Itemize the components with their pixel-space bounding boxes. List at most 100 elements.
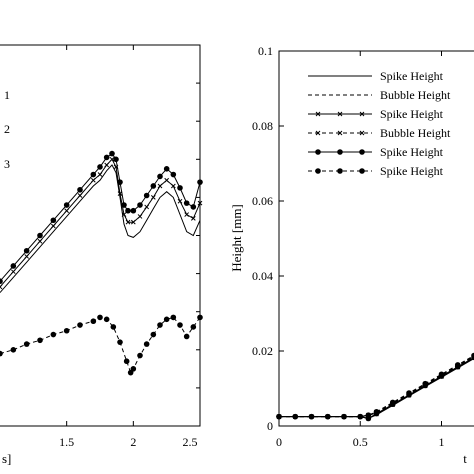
legend-marker-sample	[337, 130, 343, 136]
right-y-tick-label: 0.1	[258, 44, 273, 58]
legend-marker-sample	[315, 168, 321, 174]
left-series-point	[190, 204, 197, 210]
right-series-point	[308, 413, 315, 420]
left-series-point	[0, 350, 3, 357]
left-series-point	[63, 327, 70, 334]
left-series-point	[113, 156, 119, 163]
left-series-point	[103, 154, 110, 161]
legend-marker-sample	[337, 149, 343, 155]
legend-entry-label: Spike Height	[380, 69, 444, 83]
right-series-line	[279, 355, 474, 418]
legend-marker-sample	[337, 168, 343, 174]
left-series-point	[121, 212, 127, 217]
left-series-point	[110, 324, 117, 330]
left-series-point	[137, 202, 143, 208]
left-x-tick-label: 2	[130, 435, 136, 449]
left-series-point	[170, 314, 177, 321]
legend-marker-sample	[359, 130, 365, 136]
left-series-point	[50, 217, 57, 224]
right-series-line	[279, 355, 474, 418]
left-series-point	[97, 314, 103, 321]
left-series-point	[77, 186, 83, 193]
right-series-point	[454, 362, 461, 368]
left-series-point	[197, 179, 203, 185]
right-y-tick-label: 0.08	[252, 119, 273, 133]
left-series-point	[183, 200, 190, 206]
left-series-point	[163, 316, 170, 323]
left-series-point	[123, 358, 130, 365]
right-y-tick-label: 0.04	[252, 269, 273, 283]
right-x-tick-label: 1	[439, 435, 445, 449]
legend-marker-sample	[359, 168, 365, 174]
left-series-point	[97, 164, 103, 170]
left-series-point	[157, 322, 163, 328]
left-series-point	[0, 278, 3, 285]
left-series-point	[197, 200, 203, 206]
left-series-point	[150, 183, 157, 189]
legend-marker-sample	[315, 149, 321, 155]
left-chart-panel: 1.5 2 2.5 s] 1 2 3	[0, 44, 203, 466]
right-series-point	[341, 413, 347, 420]
left-series-point	[157, 183, 163, 189]
left-series-point	[143, 192, 150, 199]
legend-entry-label: Bubble Height	[380, 126, 451, 140]
right-series-point	[373, 408, 380, 415]
legend-marker-sample	[359, 111, 365, 117]
left-series-line	[0, 152, 201, 282]
left-series-point	[130, 219, 136, 225]
right-series-point	[365, 412, 372, 418]
left-series-point	[90, 171, 97, 178]
left-series-point	[90, 177, 96, 183]
legend-background	[300, 64, 474, 199]
left-series-point	[10, 269, 16, 275]
left-series-point	[197, 314, 203, 321]
left-series-line	[0, 316, 201, 374]
left-series-point	[90, 318, 97, 325]
right-x-tick-label: 0.5	[353, 435, 368, 449]
left-series-point	[104, 162, 110, 168]
left-series-point	[163, 166, 170, 172]
left-series-point	[77, 322, 83, 328]
right-legend: Spike Height Bubble Height Spike Height Bub…	[300, 64, 474, 199]
left-series-point	[183, 333, 190, 340]
left-series-point	[157, 173, 163, 180]
left-series-point	[137, 352, 143, 359]
left-series-point	[109, 150, 115, 157]
left-series-point	[130, 366, 137, 372]
left-series-point	[144, 204, 150, 210]
right-series-point	[276, 413, 282, 420]
left-series-point	[170, 171, 177, 178]
left-series-point	[0, 284, 3, 290]
right-chart-panel: 0 0.02 0.04 0.06 0.08 0.1 0 0.5 1 t Height [mm] Spi…	[229, 44, 474, 466]
left-series-point	[37, 232, 43, 239]
right-x-axis-label: t	[463, 451, 467, 466]
right-series-point	[324, 413, 331, 420]
right-series-point	[438, 371, 445, 378]
right-series-point	[357, 413, 364, 420]
left-series-point	[77, 193, 83, 198]
left-series-point	[117, 179, 123, 185]
right-y-tick-label: 0	[267, 419, 273, 433]
right-x-tick-label: 0	[276, 435, 282, 449]
legend-entry-label: Spike Height	[380, 145, 444, 159]
left-x-tick-label: 1.5	[59, 435, 74, 449]
right-series-point	[406, 390, 412, 396]
left-series-point	[23, 341, 30, 347]
legend-marker-sample	[315, 130, 321, 136]
left-series-line	[0, 158, 201, 288]
left-series-point	[23, 247, 30, 254]
legend-entry-label: Spike Height	[380, 164, 444, 178]
left-x-axis-label: s]	[2, 451, 11, 466]
left-series-point	[50, 223, 56, 229]
left-series-point	[63, 202, 70, 208]
left-series-point	[150, 195, 156, 200]
right-y-tick-label: 0.02	[252, 344, 273, 358]
legend-marker-sample	[337, 111, 343, 117]
left-series-marker-label: 1	[4, 88, 10, 102]
right-y-axis-label: Height [mm]	[229, 204, 244, 272]
left-series-point	[164, 177, 170, 183]
left-series-point	[109, 156, 115, 162]
left-series-point	[37, 337, 43, 344]
left-series-line	[0, 164, 201, 293]
legend-marker-sample	[315, 111, 321, 117]
